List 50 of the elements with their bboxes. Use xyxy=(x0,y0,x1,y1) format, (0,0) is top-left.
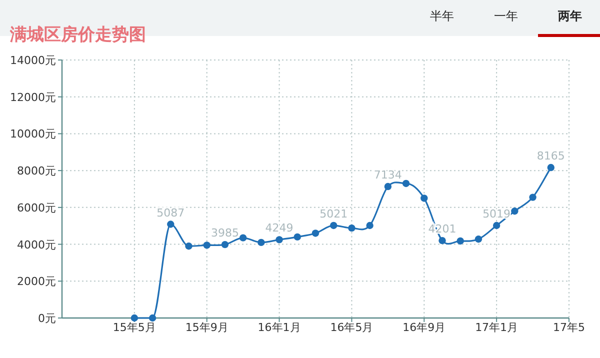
text: 一年 xyxy=(494,9,518,23)
point xyxy=(203,242,210,249)
y-tick-label: 2000元 xyxy=(17,275,56,288)
point xyxy=(148,314,156,322)
text: 两年 xyxy=(557,9,582,23)
point xyxy=(402,180,410,188)
y-tick-label: 4000元 xyxy=(17,238,56,252)
text: 半年 xyxy=(430,9,454,23)
x-tick-label: 16年1月 xyxy=(258,321,301,334)
x-tick-label: 17年5 xyxy=(553,321,585,334)
point xyxy=(221,240,229,248)
y-tick-label: 6000元 xyxy=(17,201,56,214)
x-tick-label: 16年9月 xyxy=(402,321,446,334)
y-tick-label: 0元 xyxy=(38,312,56,325)
point xyxy=(130,314,138,322)
point xyxy=(456,237,464,245)
point xyxy=(420,194,428,202)
point xyxy=(529,194,536,201)
point xyxy=(185,242,192,250)
point xyxy=(547,164,554,172)
data-label: 5019 xyxy=(482,208,511,221)
data-label: 5021 xyxy=(320,207,348,220)
point xyxy=(438,236,446,244)
point xyxy=(348,224,356,232)
point xyxy=(294,233,301,241)
point xyxy=(312,230,320,237)
chart-title: 满城区房价走势图 xyxy=(9,25,146,45)
data-label: 7134 xyxy=(374,168,402,182)
point xyxy=(511,208,518,215)
y-tick-label: 14000元 xyxy=(10,54,56,67)
data-label: 4249 xyxy=(265,222,294,235)
data-label: 3985 xyxy=(210,226,239,240)
x-tick-label: 16年5月 xyxy=(330,321,374,334)
x-tick-label: 15年5月 xyxy=(112,321,156,334)
point xyxy=(366,222,374,230)
point xyxy=(384,182,392,190)
y-tick-label: 8000元 xyxy=(17,164,56,178)
point xyxy=(258,238,265,246)
point xyxy=(492,222,500,230)
x-tick-label: 17年1月 xyxy=(475,321,518,334)
point xyxy=(239,234,247,242)
data-label: 5087 xyxy=(156,206,185,220)
data-label: 8165 xyxy=(536,150,565,163)
point xyxy=(167,220,174,228)
point xyxy=(330,222,338,230)
y-tick-label: 10000元 xyxy=(10,128,56,141)
x-tick-label: 15年9月 xyxy=(185,321,228,334)
point xyxy=(276,236,283,244)
y-tick-label: 12000元 xyxy=(10,90,56,104)
point xyxy=(474,236,482,243)
